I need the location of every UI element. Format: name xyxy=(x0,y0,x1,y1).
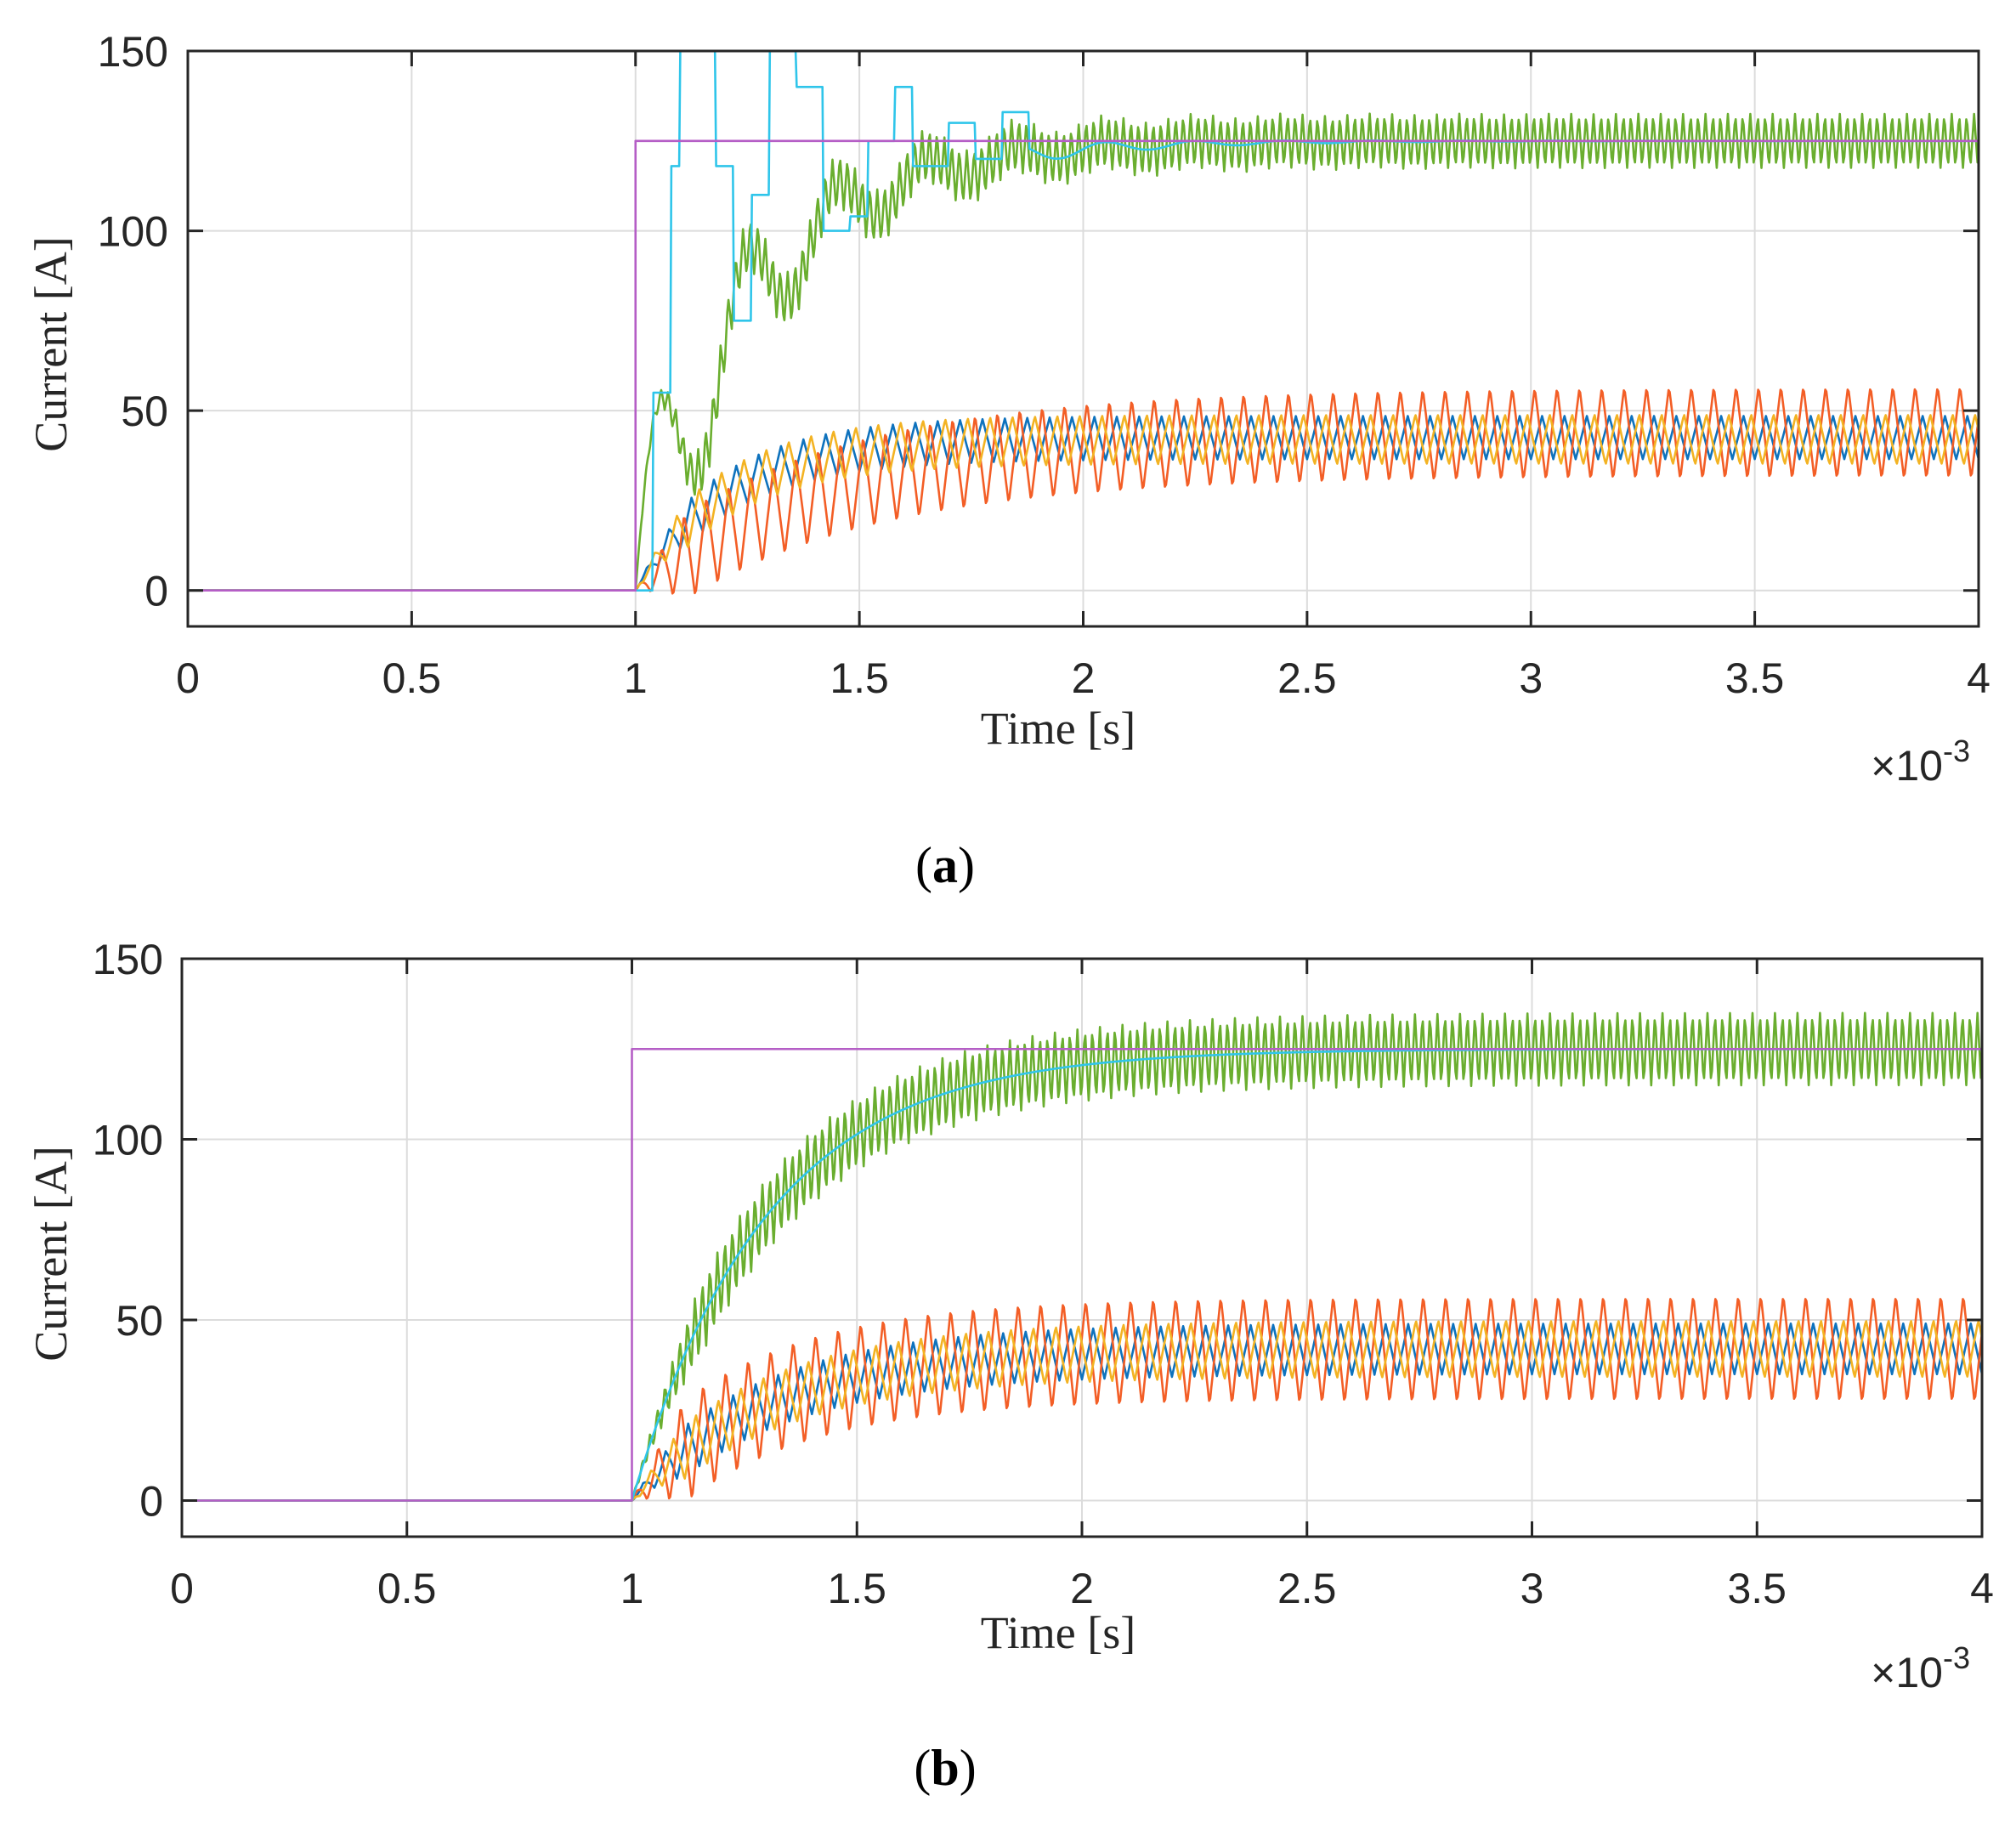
panel-a-chart: 0 0.5 1 1.5 2 2.5 3 3.5 4 0 50 100 150 Time [s] Curr… xyxy=(25,28,1991,893)
panel-b-ticks: 0 0.5 1 1.5 2 2.5 3 3.5 4 0 50 100 150 xyxy=(93,936,1994,1612)
panel-a-caption: (a) xyxy=(915,837,975,893)
panel-a-series-reference xyxy=(188,139,1979,592)
panel-b-ylabel: Current [A] xyxy=(25,1146,76,1361)
panel-b-x-multiplier: ×10-3 xyxy=(1871,1640,1970,1696)
panel-a-xlabel: Time [s] xyxy=(981,703,1136,754)
panel-a-ytick-label: 150 xyxy=(98,28,168,76)
panel-a-series xyxy=(188,51,1979,595)
panel-a-xtick-label: 3.5 xyxy=(1725,654,1785,702)
panel-a-xtick-label: 2 xyxy=(1072,654,1096,702)
panel-a-xtick-label: 1 xyxy=(624,654,648,702)
panel-b-xtick-label: 3.5 xyxy=(1727,1565,1787,1612)
panel-b-ytick-label: 50 xyxy=(116,1297,163,1345)
panel-b-series xyxy=(182,1011,1982,1502)
panel-a-axes-frame xyxy=(186,49,1980,628)
panel-a-x-multiplier: ×10-3 xyxy=(1871,733,1970,790)
panel-b-xtick-label: 2 xyxy=(1070,1565,1094,1612)
panel-b-xtick-label: 0 xyxy=(170,1565,194,1612)
panel-a-xtick-label: 0 xyxy=(176,654,200,702)
panel-a-xtick-label: 2.5 xyxy=(1277,654,1337,702)
panel-a-xtick-label: 4 xyxy=(1967,654,1991,702)
panel-b-caption: (b) xyxy=(914,1740,976,1796)
panel-b-axes-frame xyxy=(180,957,1984,1538)
panel-b-xtick-label: 0.5 xyxy=(377,1565,437,1612)
panel-a-ytick-label: 0 xyxy=(144,568,168,615)
panel-b-xtick-label: 4 xyxy=(1970,1565,1994,1612)
panel-b-xtick-label: 2.5 xyxy=(1277,1565,1337,1612)
panel-b-ytick-label: 100 xyxy=(93,1117,163,1164)
panel-b-xtick-label: 3 xyxy=(1520,1565,1544,1612)
panel-a-ytick-label: 50 xyxy=(121,388,168,435)
panel-b-ytick-label: 150 xyxy=(93,936,163,983)
panel-a-ylabel: Current [A] xyxy=(25,236,76,451)
panel-b-series-reference xyxy=(182,1047,1982,1502)
panel-a-xtick-label: 0.5 xyxy=(382,654,442,702)
panel-b-xtick-label: 1 xyxy=(620,1565,644,1612)
panel-b-xlabel: Time [s] xyxy=(981,1607,1136,1658)
panel-a-xtick-label: 3 xyxy=(1519,654,1543,702)
panel-b-ytick-label: 0 xyxy=(139,1478,163,1526)
panel-b-xtick-label: 1.5 xyxy=(827,1565,886,1612)
panel-a-ytick-label: 100 xyxy=(98,208,168,256)
panel-a-xtick-label: 1.5 xyxy=(830,654,889,702)
panel-b-chart: 0 0.5 1 1.5 2 2.5 3 3.5 4 0 50 100 150 Time [s] Curr… xyxy=(25,936,1994,1796)
panel-a-ticks: 0 0.5 1 1.5 2 2.5 3 3.5 4 0 50 100 150 xyxy=(98,28,1991,702)
